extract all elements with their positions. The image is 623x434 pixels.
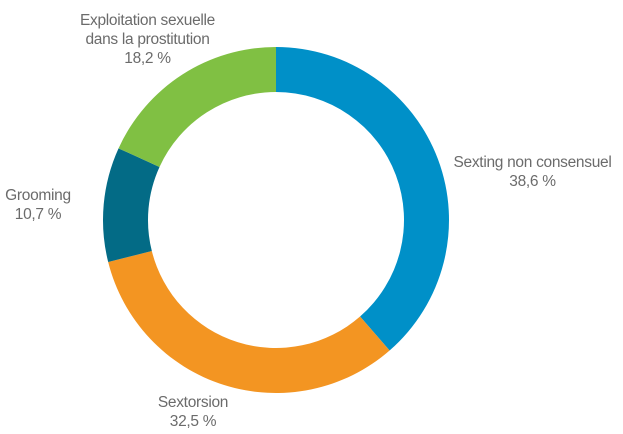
label-exploitation-sexuelle: Exploitation sexuelle dans la prostituti… (40, 11, 255, 68)
label-sexting-non-consensuel: Sexting non consensuel 38,6 % (440, 153, 623, 191)
label-sextorsion-value: 32,5 % (169, 413, 217, 430)
label-exploitation-sexuelle-name-line1: Exploitation sexuelle (79, 12, 215, 29)
label-grooming: Grooming 10,7 % (0, 186, 76, 224)
slice-sexting-non-consensuel (276, 47, 449, 351)
label-sexting-non-consensuel-value: 38,6 % (509, 173, 556, 190)
label-grooming-name: Grooming (5, 187, 71, 204)
label-sextorsion-name: Sextorsion (157, 394, 229, 411)
label-sextorsion: Sextorsion 32,5 % (108, 393, 278, 431)
label-exploitation-sexuelle-value: 18,2 % (124, 50, 171, 67)
label-sexting-non-consensuel-name: Sexting non consensuel (453, 154, 612, 171)
slice-sextorsion (108, 251, 390, 393)
slice-exploitation-sexuelle-dans-la-prostitution (118, 47, 276, 167)
label-exploitation-sexuelle-name-line2: dans la prostitution (85, 31, 210, 48)
label-grooming-value: 10,7 % (14, 206, 62, 223)
slices (102, 47, 449, 393)
slice-grooming (102, 148, 160, 262)
